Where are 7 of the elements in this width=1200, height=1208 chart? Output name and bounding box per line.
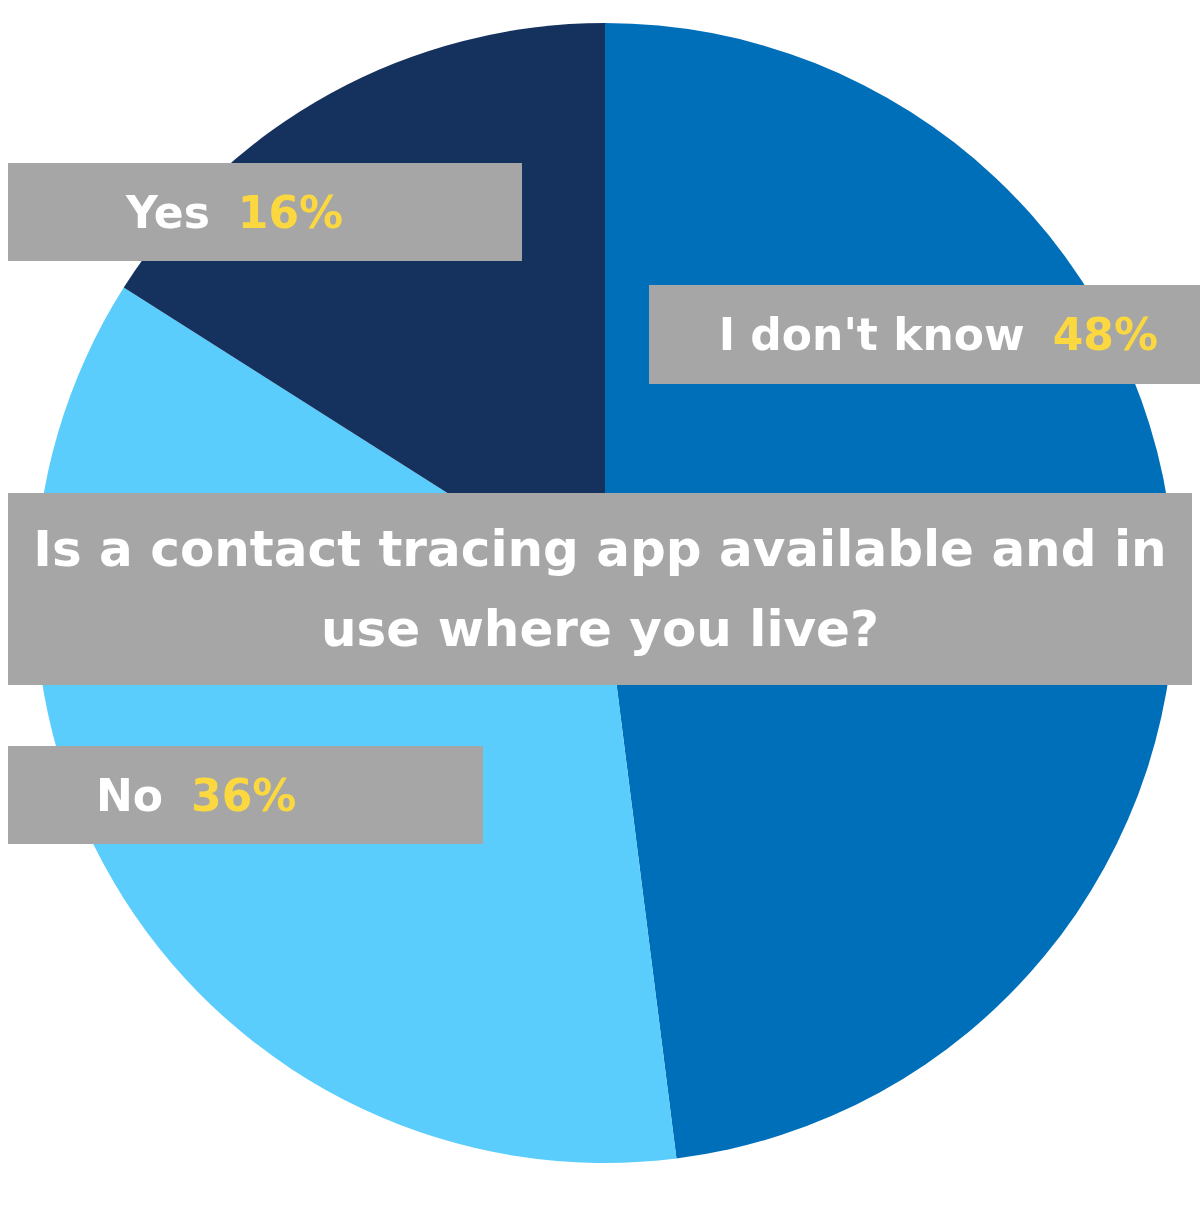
slice-label: I don't know <box>718 309 1025 360</box>
data-label: 36% <box>191 769 297 821</box>
slice-label: Yes <box>126 186 210 238</box>
data-label: 48% <box>1052 309 1158 360</box>
text: Is a contact tracing app available and in use where you live? <box>8 493 1192 685</box>
data-label: 16% <box>237 186 344 238</box>
slice-label: No <box>96 769 164 821</box>
